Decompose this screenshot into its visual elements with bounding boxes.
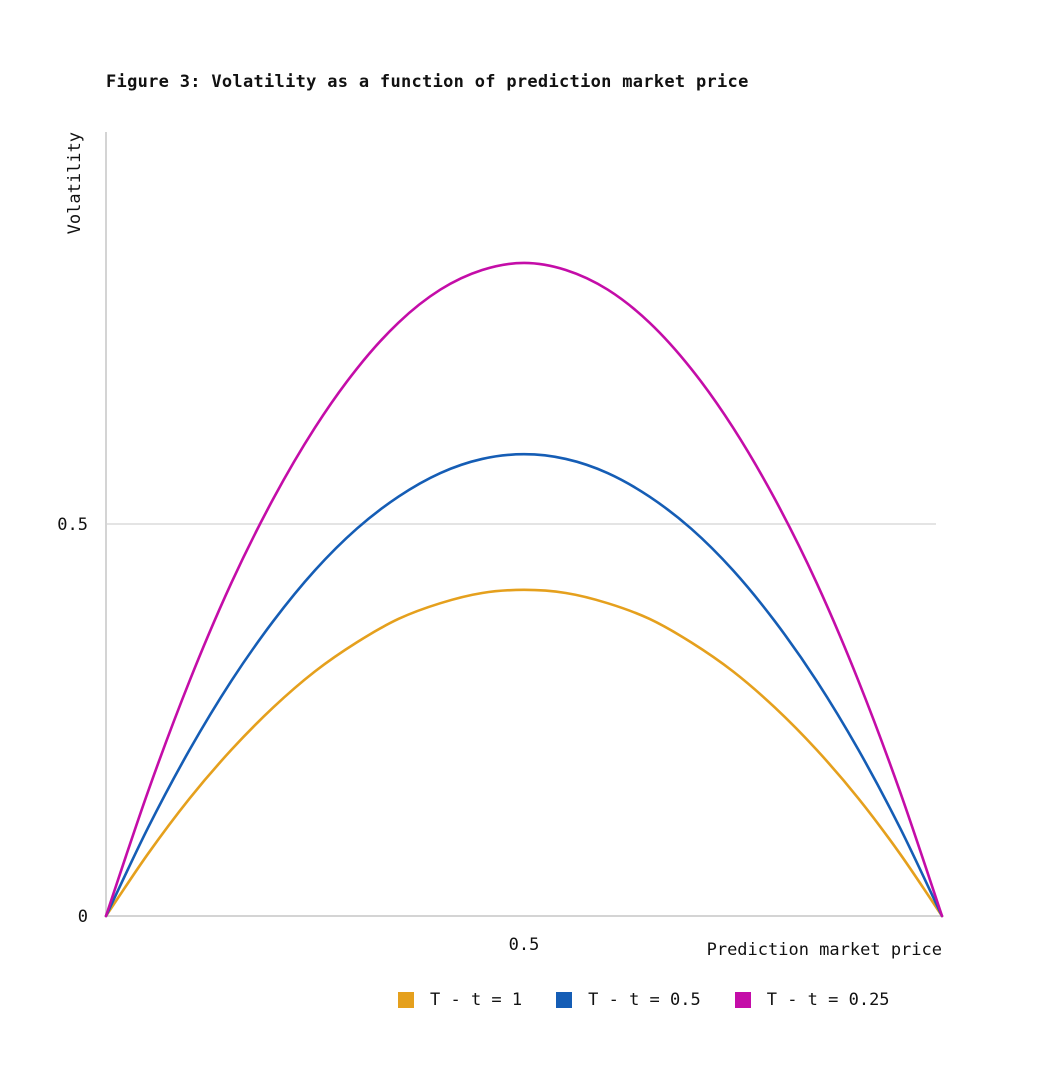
y-axis-label: Volatility (65, 132, 85, 234)
legend-label: T - t = 0.5 (588, 990, 701, 1010)
chart-title: Figure 3: Volatility as a function of pr… (106, 72, 749, 92)
legend-swatch (398, 992, 414, 1008)
series-line-3 (104, 261, 944, 918)
legend-label: T - t = 0.25 (766, 990, 890, 1010)
legend-item-2: T - t = 0.5 (556, 990, 701, 1010)
series-line-1 (104, 588, 944, 918)
legend-swatch (734, 992, 751, 1008)
x-axis-label: Prediction market price (707, 940, 942, 960)
y-tick-label: 0.5 (57, 515, 88, 535)
chart-legend: T - t = 1 T - t = 0.5 T - t = 0.25 (398, 990, 890, 1010)
legend-item-3: T - t = 0.25 (734, 990, 890, 1010)
y-tick-label: 0 (78, 907, 88, 927)
x-tick-label: 0.5 (509, 935, 540, 955)
legend-swatch (556, 992, 573, 1008)
series-line-2 (104, 452, 944, 918)
legend-label: T - t = 1 (430, 990, 523, 1010)
legend-item-1: T - t = 1 (398, 990, 522, 1010)
